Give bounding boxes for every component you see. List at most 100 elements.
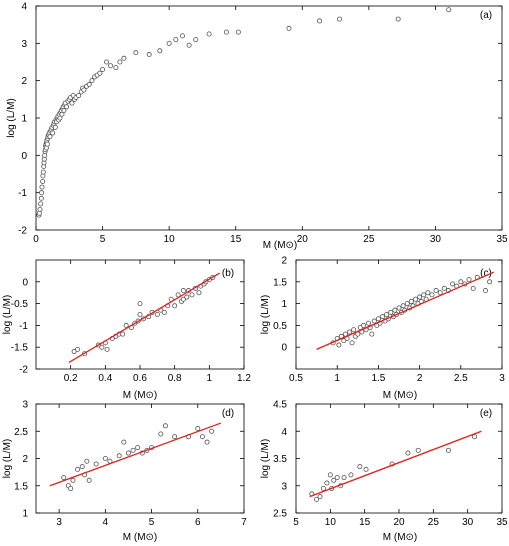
panel-label: (c) <box>480 268 492 279</box>
data-point <box>314 496 320 502</box>
data-point <box>458 279 464 285</box>
data-point <box>84 458 90 464</box>
data-point <box>86 81 92 87</box>
data-point <box>184 294 190 300</box>
y-axis-label: log (L/M) <box>6 98 17 137</box>
data-point <box>429 292 435 298</box>
data-point <box>173 37 179 43</box>
data-point <box>172 303 178 309</box>
data-point <box>86 477 92 483</box>
data-point <box>120 331 126 337</box>
data-point <box>369 331 375 337</box>
x-tick-label: 20 <box>393 517 405 528</box>
y-tick-label: 1 <box>21 114 27 125</box>
y-tick-label: 0 <box>21 151 27 162</box>
data-point <box>363 466 369 472</box>
data-point <box>445 447 451 453</box>
x-tick-label: 35 <box>496 234 508 245</box>
data-point <box>446 7 452 13</box>
panel-a: 0 5 10 15 20 25 30 35 -2 -1 0 1 2 3 4 M (M⊙) log (L/M) (a… <box>6 2 508 252</box>
data-point <box>52 124 58 130</box>
data-point <box>417 294 423 300</box>
data-point <box>286 25 292 31</box>
data-point <box>44 141 50 147</box>
panel-label: (b) <box>222 268 234 279</box>
data-point <box>130 447 136 453</box>
data-point <box>100 66 106 72</box>
data-point <box>317 18 323 24</box>
x-tick-label: 2.5 <box>454 373 468 384</box>
x-tick-label: 4 <box>103 517 109 528</box>
data-point <box>135 445 141 451</box>
y-tick-label: 0 <box>22 277 28 288</box>
panel-label: (a) <box>480 10 492 21</box>
data-point <box>408 298 414 304</box>
x-tick-label: 30 <box>430 234 442 245</box>
x-tick-label: 20 <box>297 234 309 245</box>
y-tick-label: 3 <box>22 400 28 411</box>
data-point <box>75 466 81 472</box>
data-point <box>59 111 65 117</box>
y-tick-label: 1.5 <box>14 481 28 492</box>
data-point <box>37 206 43 212</box>
data-point <box>337 16 343 22</box>
y-axis-label: log (L/M) <box>260 295 271 334</box>
data-point <box>405 450 411 456</box>
x-tick-label: 10 <box>325 517 337 528</box>
data-point <box>180 288 186 294</box>
data-point <box>412 296 418 302</box>
x-tick-label: 3 <box>56 517 62 528</box>
data-point <box>162 423 168 429</box>
data-point <box>47 134 53 140</box>
data-point <box>396 305 402 311</box>
data-point <box>437 290 443 296</box>
y-tick-label: -1 <box>19 321 28 332</box>
data-point <box>324 480 330 486</box>
data-point <box>472 434 478 440</box>
x-tick-label: 0.6 <box>133 373 147 384</box>
data-point <box>79 464 85 470</box>
data-point <box>466 277 472 283</box>
data-point <box>415 447 421 453</box>
y-tick-label: 1.5 <box>273 277 287 288</box>
x-tick-label: 5 <box>293 517 299 528</box>
data-point <box>71 349 77 355</box>
x-axis-label: M (M⊙) <box>263 240 297 251</box>
data-point <box>179 33 185 39</box>
x-tick-label: 6 <box>195 517 201 528</box>
x-axis-label: M (M⊙) <box>123 532 157 543</box>
data-point <box>395 16 401 22</box>
y-tick-label: 3 <box>21 39 27 50</box>
y-axis-label: log (L/M) <box>2 439 13 478</box>
data-point <box>158 431 164 437</box>
y-tick-label: -1 <box>18 188 27 199</box>
data-point <box>108 63 114 69</box>
data-point <box>133 50 139 56</box>
x-tick-label: 0.2 <box>64 373 78 384</box>
plot-frame-c <box>295 259 503 370</box>
data-point <box>487 279 493 285</box>
data-point <box>137 311 143 317</box>
data-point <box>125 450 131 456</box>
x-tick-label: 5 <box>149 517 155 528</box>
data-point <box>121 55 127 61</box>
data-point <box>104 346 110 352</box>
y-tick-label: 0 <box>281 343 287 354</box>
y-tick-label: 4.5 <box>273 400 287 411</box>
data-point <box>117 59 123 65</box>
x-axis-label: M (M⊙) <box>383 390 417 401</box>
x-tick-label: 2 <box>417 373 423 384</box>
data-point <box>470 285 476 291</box>
panel-b: 0.2 0.4 0.6 0.8 1 1.2 -2 -1.5 -1 -0.5 0 M (M⊙) log (… <box>2 259 251 401</box>
data-point <box>61 475 67 481</box>
x-tick-label: 1 <box>334 373 340 384</box>
data-point <box>223 29 229 35</box>
panel-label: (e) <box>480 408 492 419</box>
data-point <box>39 190 45 196</box>
data-point <box>371 318 377 324</box>
data-point <box>336 342 342 348</box>
data-point <box>180 296 186 302</box>
data-point <box>116 453 122 459</box>
data-point <box>348 472 354 478</box>
